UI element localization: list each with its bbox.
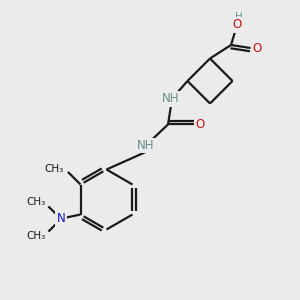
Text: CH₃: CH₃ xyxy=(44,164,63,175)
Text: NH: NH xyxy=(162,92,180,106)
Text: O: O xyxy=(196,118,205,131)
Text: NH: NH xyxy=(137,139,154,152)
Text: N: N xyxy=(57,212,65,226)
Text: O: O xyxy=(232,18,242,32)
Text: CH₃: CH₃ xyxy=(26,197,45,207)
Text: CH₃: CH₃ xyxy=(26,231,45,241)
Text: H: H xyxy=(235,12,242,22)
Text: O: O xyxy=(253,41,262,55)
